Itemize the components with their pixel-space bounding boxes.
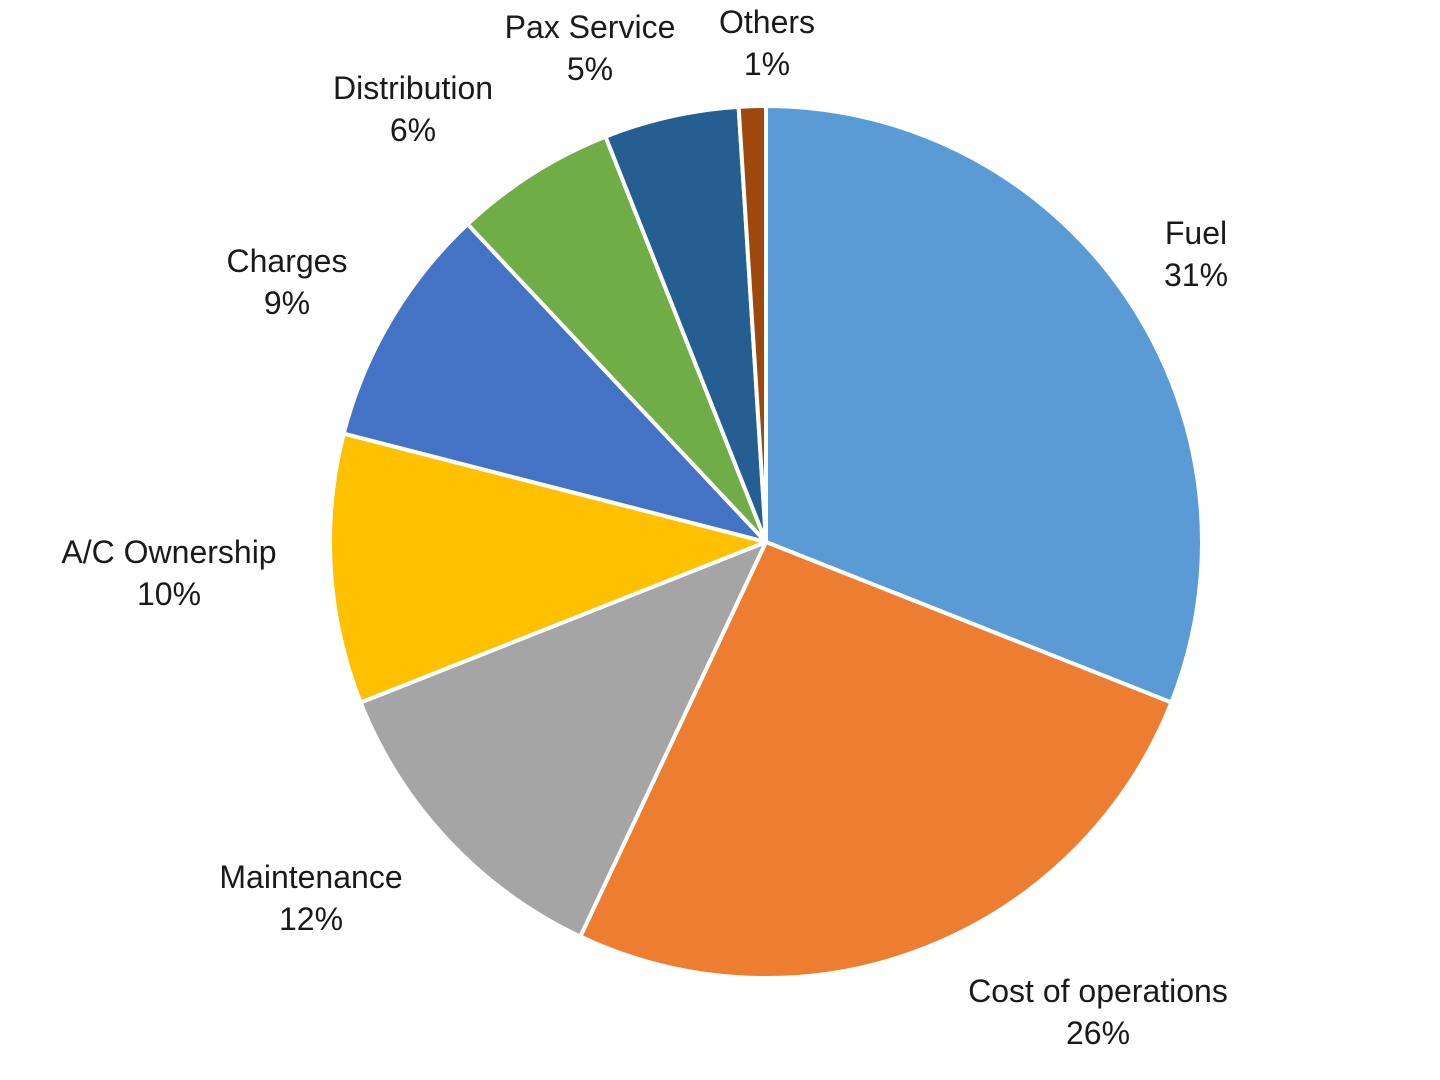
slice-value-a-c-ownership: 10% — [137, 576, 201, 612]
pie-slice-a-c-ownership — [328, 431, 768, 705]
slice-label-pax-service: Pax Service — [505, 9, 676, 45]
slice-label-distribution: Distribution — [333, 70, 493, 106]
slice-value-pax-service: 5% — [567, 51, 613, 87]
pie-slice-others — [736, 104, 768, 544]
slice-value-cost-of-operations: 26% — [1066, 1015, 1130, 1051]
data-label-pax-service: Pax Service 5% — [505, 9, 676, 87]
slice-label-a-c-ownership: A/C Ownership — [61, 534, 276, 570]
data-label-distribution: Distribution 6% — [333, 70, 493, 148]
slice-label-maintenance: Maintenance — [219, 859, 402, 895]
slice-label-cost-of-operations: Cost of operations — [968, 973, 1228, 1009]
slice-label-fuel: Fuel — [1165, 215, 1227, 251]
pie-slice-charges — [341, 222, 768, 544]
pie-slice-fuel — [764, 104, 1204, 705]
data-label-cost-of-operations: Cost of operations 26% — [968, 973, 1228, 1051]
slice-label-charges: Charges — [227, 243, 348, 279]
slice-label-others: Others — [719, 4, 815, 40]
slice-value-maintenance: 12% — [279, 901, 343, 937]
data-label-a-c-ownership: A/C Ownership 10% — [61, 534, 276, 612]
pie-slice-maintenance — [358, 540, 768, 939]
data-label-others: Others 1% — [719, 4, 815, 82]
slice-value-fuel: 31% — [1164, 257, 1228, 293]
pie-slice-distribution — [465, 134, 768, 544]
data-label-fuel: Fuel 31% — [1164, 215, 1228, 293]
pie-slices — [328, 104, 1204, 980]
slice-value-distribution: 6% — [390, 112, 436, 148]
data-label-maintenance: Maintenance 12% — [219, 859, 402, 937]
data-label-charges: Charges 9% — [227, 243, 348, 321]
slice-value-others: 1% — [744, 46, 790, 82]
pie-slice-cost-of-operations — [578, 540, 1174, 980]
pie-labels: Fuel 31% Cost of operations 26% Maintenance 1… — [61, 4, 1228, 1051]
slice-value-charges: 9% — [264, 285, 310, 321]
